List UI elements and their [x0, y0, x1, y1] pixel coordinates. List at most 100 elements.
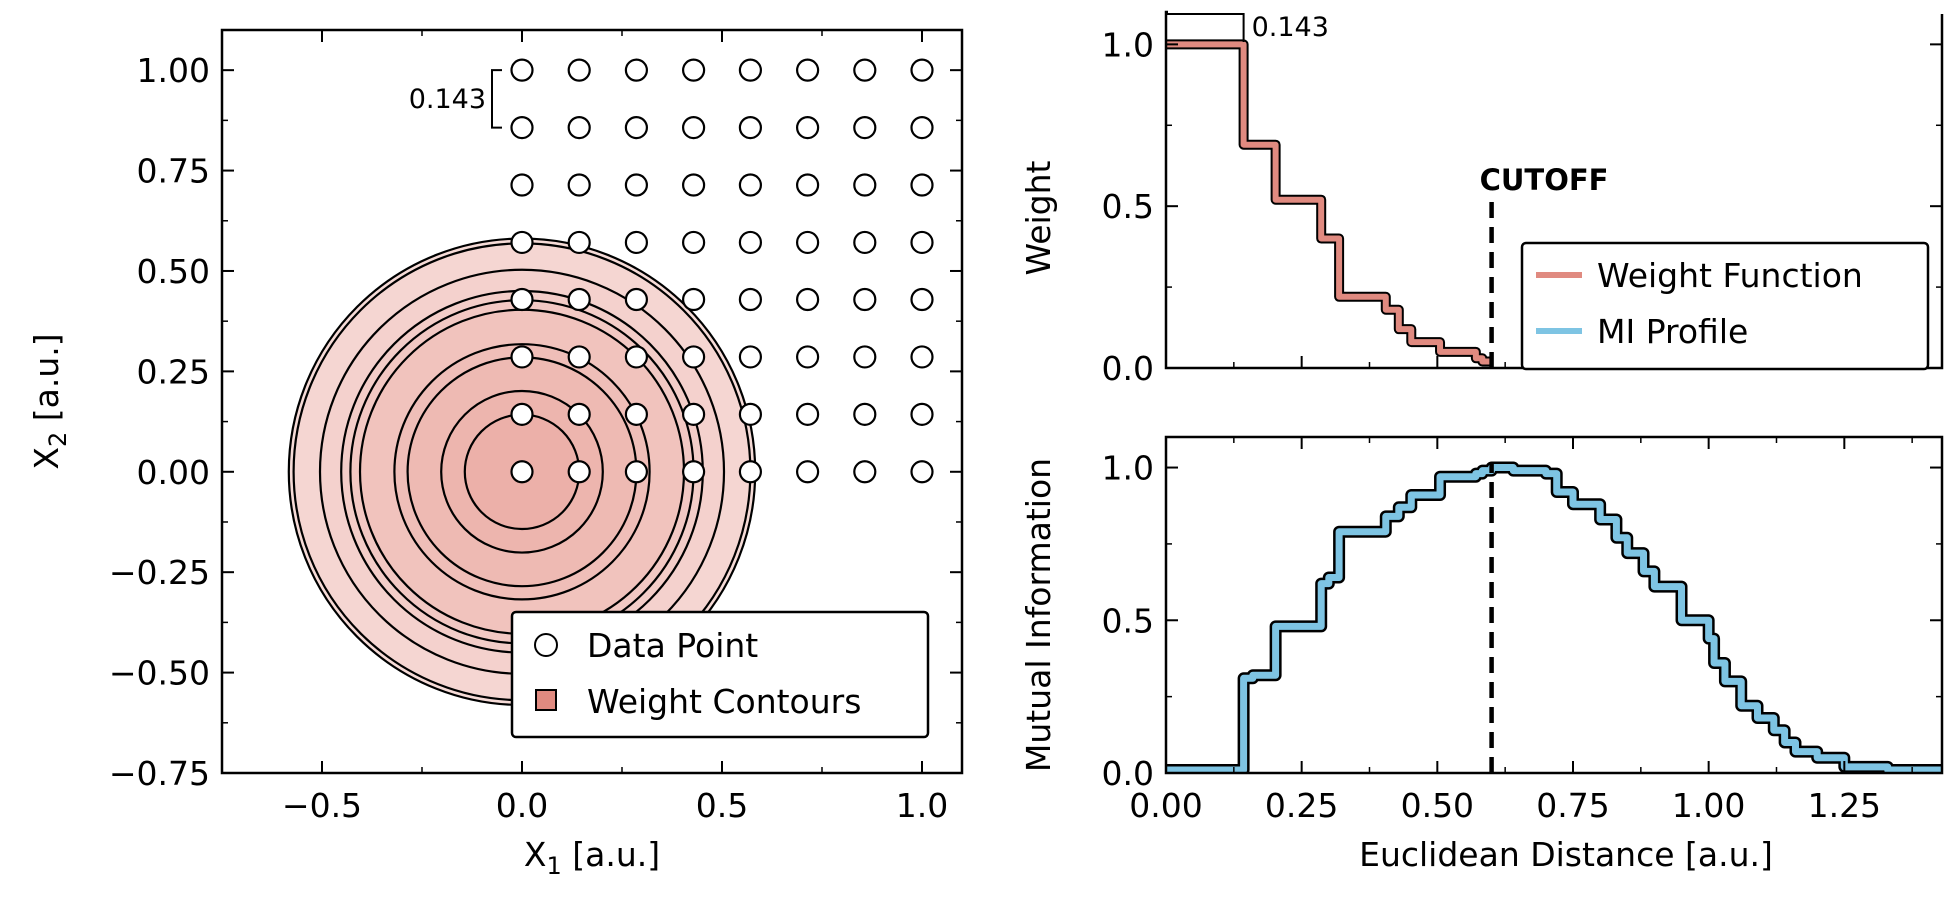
legend-label-weight-contours: Weight Contours: [587, 682, 861, 721]
legend-label-weight-function: Weight Function: [1597, 256, 1863, 295]
bottom-x-tick-label: 0.50: [1401, 786, 1474, 825]
data-point: [853, 402, 877, 426]
data-point: [910, 287, 934, 312]
data-point: [853, 115, 877, 140]
mi-profile-line: [1166, 464, 1942, 773]
data-point: [910, 58, 934, 82]
bottom-x-tick-label: 0.25: [1265, 786, 1338, 825]
top-y-tick-label: 0.0: [1102, 349, 1154, 388]
data-point: [681, 287, 706, 312]
bottom-x-tick-label: 0.75: [1536, 786, 1609, 825]
data-point: [738, 460, 763, 484]
legend-label-mi-profile: MI Profile: [1597, 312, 1748, 351]
data-point: [795, 230, 820, 255]
spacing-bracket: [491, 69, 502, 129]
data-point: [567, 345, 591, 369]
data-point: [681, 460, 706, 484]
data-point: [795, 287, 820, 312]
data-point: [853, 345, 877, 369]
data-point: [910, 345, 934, 369]
x-tick-label: 0.0: [496, 786, 548, 825]
left-legend-box: [510, 610, 930, 739]
left-y-axis-label: X2 [a.u.]: [27, 333, 72, 469]
top-y-ticks: 0.0 0.5 1.0: [1102, 25, 1942, 388]
y-tick-label: 0.50: [137, 252, 210, 291]
mutual-information-chart: 0.00 0.25 0.50 0.75 1.00 1.25 0.0 0.5 1.0 Eucli…: [1019, 435, 1944, 874]
data-point: [910, 115, 934, 140]
data-point: [738, 345, 763, 369]
weight-contour-scatter-chart: −0.5 0.0 0.5 1.0 −0.75 −0.50 −0.25 0.00 0.25 0.5…: [27, 28, 964, 880]
data-point: [681, 173, 706, 197]
data-point: [910, 230, 934, 255]
step-width-label: 0.143: [1252, 12, 1329, 43]
data-point: [795, 115, 820, 140]
data-point: [510, 287, 534, 312]
weight-function-line-outline: [1166, 39, 1492, 367]
bottom-y-tick-label: 0.5: [1102, 601, 1154, 640]
data-point: [567, 460, 591, 484]
y-tick-label: 1.00: [137, 51, 210, 90]
data-point: [567, 287, 591, 312]
cutoff-label: CUTOFF: [1480, 163, 1609, 197]
y-tick-label: 0.75: [137, 152, 210, 191]
data-point: [624, 460, 649, 484]
data-point: [681, 58, 706, 82]
weight-function-chart: CUTOFF 0.0 0.5 1.0 0.143 Weight Weight Fun…: [1019, 10, 1944, 388]
left-plot-frame: [220, 28, 964, 775]
y-tick-label: −0.75: [109, 754, 210, 793]
data-point: [510, 173, 534, 197]
bottom-y-tick-label: 1.0: [1102, 449, 1154, 488]
data-point: [853, 230, 877, 255]
data-point: [624, 115, 649, 140]
data-point: [853, 58, 877, 82]
y-tick-label: −0.25: [109, 553, 210, 592]
data-point: [510, 230, 534, 255]
data-point: [853, 287, 877, 312]
left-y-ticks: −0.75 −0.50 −0.25 0.00 0.25 0.50 0.75 1.00: [109, 51, 962, 793]
legend-marker-weight-contours: [535, 689, 557, 711]
x-tick-label: 1.0: [896, 786, 948, 825]
right-legend-box: [1520, 241, 1930, 371]
bottom-x-ticks: 0.00 0.25 0.50 0.75 1.00 1.25: [1129, 437, 1913, 825]
top-y-tick-label: 1.0: [1102, 25, 1154, 64]
left-x-axis-label: X1 [a.u.]: [524, 835, 660, 880]
bottom-y-ticks: 0.0 0.5 1.0: [1102, 449, 1942, 793]
y-tick-label: 0.25: [137, 352, 210, 391]
data-point: [738, 115, 763, 140]
data-point: [681, 345, 706, 369]
legend-marker-data-point: [534, 633, 558, 657]
data-point: [910, 173, 934, 197]
top-y-axis-label: Weight: [1019, 160, 1058, 275]
data-point: [567, 58, 591, 82]
weight-function-line: [1166, 41, 1492, 365]
data-point: [624, 173, 649, 197]
data-point: [795, 58, 820, 82]
data-point: [510, 58, 534, 82]
data-point: [795, 345, 820, 369]
data-point: [853, 173, 877, 197]
data-point: [853, 460, 877, 484]
data-point: [795, 402, 820, 426]
data-point: [738, 230, 763, 255]
data-point: [510, 402, 534, 426]
data-point: [624, 230, 649, 255]
top-y-tick-label: 0.5: [1102, 187, 1154, 226]
right-legend: Weight Function MI Profile: [1520, 241, 1930, 371]
x-tick-label: −0.5: [282, 786, 362, 825]
x-tick-label: 0.5: [696, 786, 748, 825]
data-point: [567, 230, 591, 255]
data-point: [738, 402, 763, 426]
data-point: [567, 115, 591, 140]
data-point: [738, 58, 763, 82]
data-point: [738, 287, 763, 312]
data-point: [624, 58, 649, 82]
y-tick-label: −0.50: [109, 654, 210, 693]
data-point: [624, 287, 649, 312]
data-point: [681, 230, 706, 255]
data-point: [738, 173, 763, 197]
data-point: [910, 402, 934, 426]
data-point: [681, 402, 706, 426]
data-point: [510, 115, 534, 140]
data-point: [910, 460, 934, 484]
